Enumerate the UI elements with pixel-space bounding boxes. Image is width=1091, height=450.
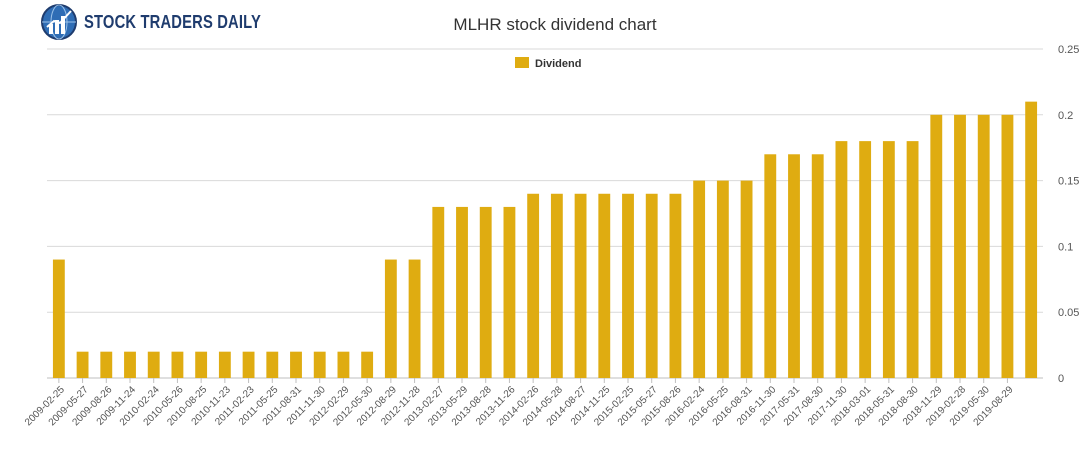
bar[interactable]	[598, 193, 611, 378]
gridlines	[47, 48, 1043, 379]
bar[interactable]	[693, 180, 706, 378]
bar[interactable]	[835, 141, 848, 378]
bar[interactable]	[266, 351, 279, 378]
bars	[52, 101, 1038, 379]
bar[interactable]	[930, 114, 943, 379]
y-tick-label: 0.25	[1058, 44, 1079, 56]
bar[interactable]	[954, 114, 966, 379]
bar[interactable]	[76, 351, 89, 378]
bar[interactable]	[384, 259, 397, 378]
bar[interactable]	[527, 193, 540, 378]
y-tick-label: 0.05	[1058, 307, 1079, 319]
bar[interactable]	[147, 351, 160, 378]
legend-swatch	[515, 57, 529, 68]
bar[interactable]	[408, 259, 421, 378]
bar[interactable]	[1001, 114, 1014, 379]
bar[interactable]	[550, 193, 563, 378]
x-axis-labels: 2009-02-252009-05-272009-08-262009-11-24…	[23, 378, 1016, 428]
bar[interactable]	[479, 206, 492, 378]
bar[interactable]	[1025, 101, 1038, 378]
bar[interactable]	[100, 351, 113, 378]
bar[interactable]	[52, 259, 65, 378]
y-tick-label: 0.15	[1058, 176, 1079, 188]
bar[interactable]	[337, 351, 350, 378]
bar[interactable]	[124, 351, 136, 378]
logo[interactable]: STOCK TRADERS DAILY	[40, 2, 300, 42]
legend-label: Dividend	[535, 58, 581, 70]
bar[interactable]	[361, 351, 374, 378]
bar[interactable]	[764, 154, 777, 378]
bar[interactable]	[622, 193, 634, 378]
bar[interactable]	[645, 193, 658, 378]
bar[interactable]	[788, 154, 800, 378]
bar[interactable]	[882, 141, 895, 378]
y-tick-label: 0	[1058, 373, 1064, 385]
bar[interactable]	[906, 141, 919, 378]
y-tick-label: 0.1	[1058, 241, 1073, 253]
y-tick-label: 0.2	[1058, 110, 1073, 122]
globe-chart-icon	[41, 4, 77, 40]
bar[interactable]	[242, 351, 255, 378]
chart-title: MLHR stock dividend chart	[453, 15, 656, 34]
legend[interactable]: Dividend	[515, 57, 581, 70]
bar[interactable]	[669, 193, 682, 378]
bar[interactable]	[456, 206, 468, 378]
bar[interactable]	[218, 351, 231, 378]
logo-text: STOCK TRADERS DAILY	[84, 11, 261, 32]
bar[interactable]	[313, 351, 326, 378]
bar[interactable]	[716, 180, 729, 378]
bar[interactable]	[432, 206, 445, 378]
bar[interactable]	[195, 351, 208, 378]
bar[interactable]	[740, 180, 753, 378]
bar[interactable]	[574, 193, 587, 378]
bar[interactable]	[859, 141, 872, 378]
bar[interactable]	[171, 351, 184, 378]
bar[interactable]	[811, 154, 824, 378]
bar[interactable]	[503, 206, 516, 378]
y-axis-labels: 0 0.05 0.1 0.15 0.2 0.25	[1058, 44, 1079, 385]
bar[interactable]	[290, 351, 302, 378]
bar[interactable]	[977, 114, 990, 379]
